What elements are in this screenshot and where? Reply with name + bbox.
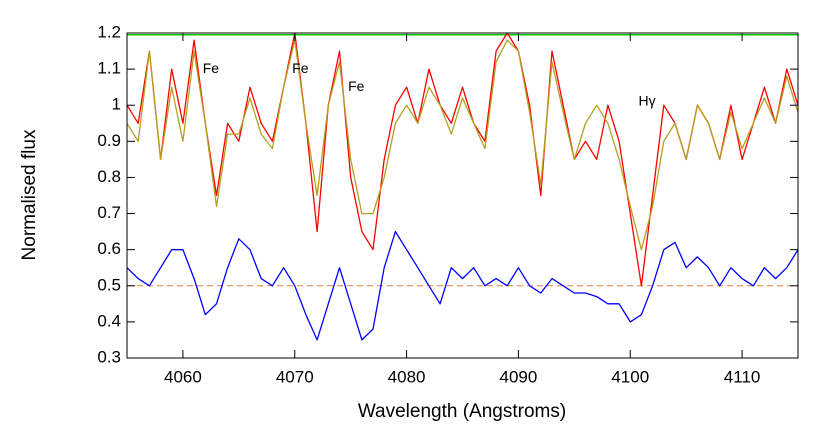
y-tick-label: 1.1 — [97, 59, 121, 78]
x-tick-label: 4060 — [164, 367, 202, 386]
y-tick-label: 0.9 — [97, 131, 121, 150]
y-tick-label: 0.4 — [97, 311, 121, 330]
x-tick-label: 4080 — [388, 367, 426, 386]
spectrum-line — [127, 230, 798, 341]
y-tick-label: 0.8 — [97, 167, 121, 186]
plot-area — [127, 33, 798, 341]
y-tick-label: 1.2 — [97, 22, 121, 41]
y-tick-label: 0.3 — [97, 347, 121, 366]
annotation: Hγ — [638, 92, 655, 108]
y-tick-label: 1 — [112, 95, 121, 114]
spectrum-line — [127, 33, 798, 287]
x-tick-label: 4100 — [611, 367, 649, 386]
spectrum-line — [127, 39, 798, 251]
annotation: Fe — [292, 60, 309, 76]
y-tick-label: 0.5 — [97, 275, 121, 294]
x-tick-label: 4110 — [724, 367, 761, 386]
y-axis-label: Normalised flux — [19, 129, 40, 260]
x-tick-label: 4070 — [276, 367, 314, 386]
x-axis-label: Wavelength (Angstroms) — [358, 401, 566, 422]
plot-frame — [126, 32, 799, 359]
annotation: Fe — [203, 60, 220, 76]
x-tick-label: 4090 — [500, 367, 538, 386]
y-tick-label: 0.7 — [97, 203, 121, 222]
annotation: Fe — [348, 78, 365, 94]
y-tick-label: 0.6 — [97, 239, 121, 258]
